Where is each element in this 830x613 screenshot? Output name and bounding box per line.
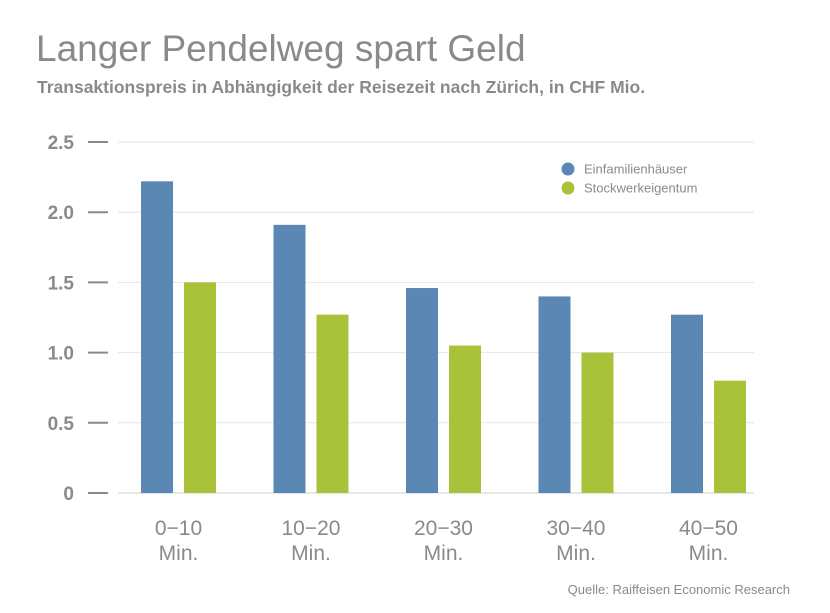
x-tick-label: 40−50: [679, 517, 738, 540]
y-tick-label: 2.0: [48, 203, 74, 224]
y-tick-label: 0: [63, 484, 74, 505]
legend-swatch: [561, 181, 575, 195]
bar: [316, 314, 349, 493]
x-tick-label: Min.: [424, 542, 464, 565]
bar: [406, 288, 438, 493]
bar: [273, 224, 306, 493]
x-tick-label: 20−30: [414, 517, 473, 540]
bar: [141, 181, 173, 493]
y-tick-label: 1.0: [48, 344, 74, 365]
bar: [449, 345, 481, 493]
x-tick-label: Min.: [556, 542, 596, 565]
x-tick-label: Min.: [689, 542, 729, 565]
bar: [184, 282, 216, 493]
bars: [141, 181, 746, 493]
legend: Einfamilienhäuser Stockwerkeigentum: [561, 162, 697, 196]
x-tick-label: 0−10: [155, 517, 202, 540]
x-tick-label: Min.: [159, 542, 199, 565]
source-note: Quelle: Raiffeisen Economic Research: [567, 582, 790, 597]
bar: [581, 352, 614, 493]
legend-label: Einfamilienhäuser: [584, 162, 688, 177]
x-tick-label: Min.: [291, 542, 331, 565]
y-tick-label: 1.5: [48, 273, 75, 294]
y-axis: 0 0.5 1.0 1.5 2.0 2.5: [48, 133, 108, 505]
bar: [538, 296, 571, 493]
x-tick-label: 30−40: [547, 517, 606, 540]
x-axis: 0−10Min.10−20Min.20−30Min.30−40Min.40−50…: [155, 517, 738, 565]
y-tick-label: 0.5: [48, 414, 75, 435]
x-tick-label: 10−20: [282, 517, 341, 540]
y-tick-label: 2.5: [48, 133, 75, 154]
chart-title: Langer Pendelweg spart Geld: [36, 28, 526, 69]
bar: [714, 380, 746, 493]
bar: [671, 314, 703, 493]
chart-subtitle: Transaktionspreis in Abhängigkeit der Re…: [37, 77, 646, 97]
legend-label: Stockwerkeigentum: [584, 181, 697, 196]
legend-swatch: [561, 162, 575, 176]
